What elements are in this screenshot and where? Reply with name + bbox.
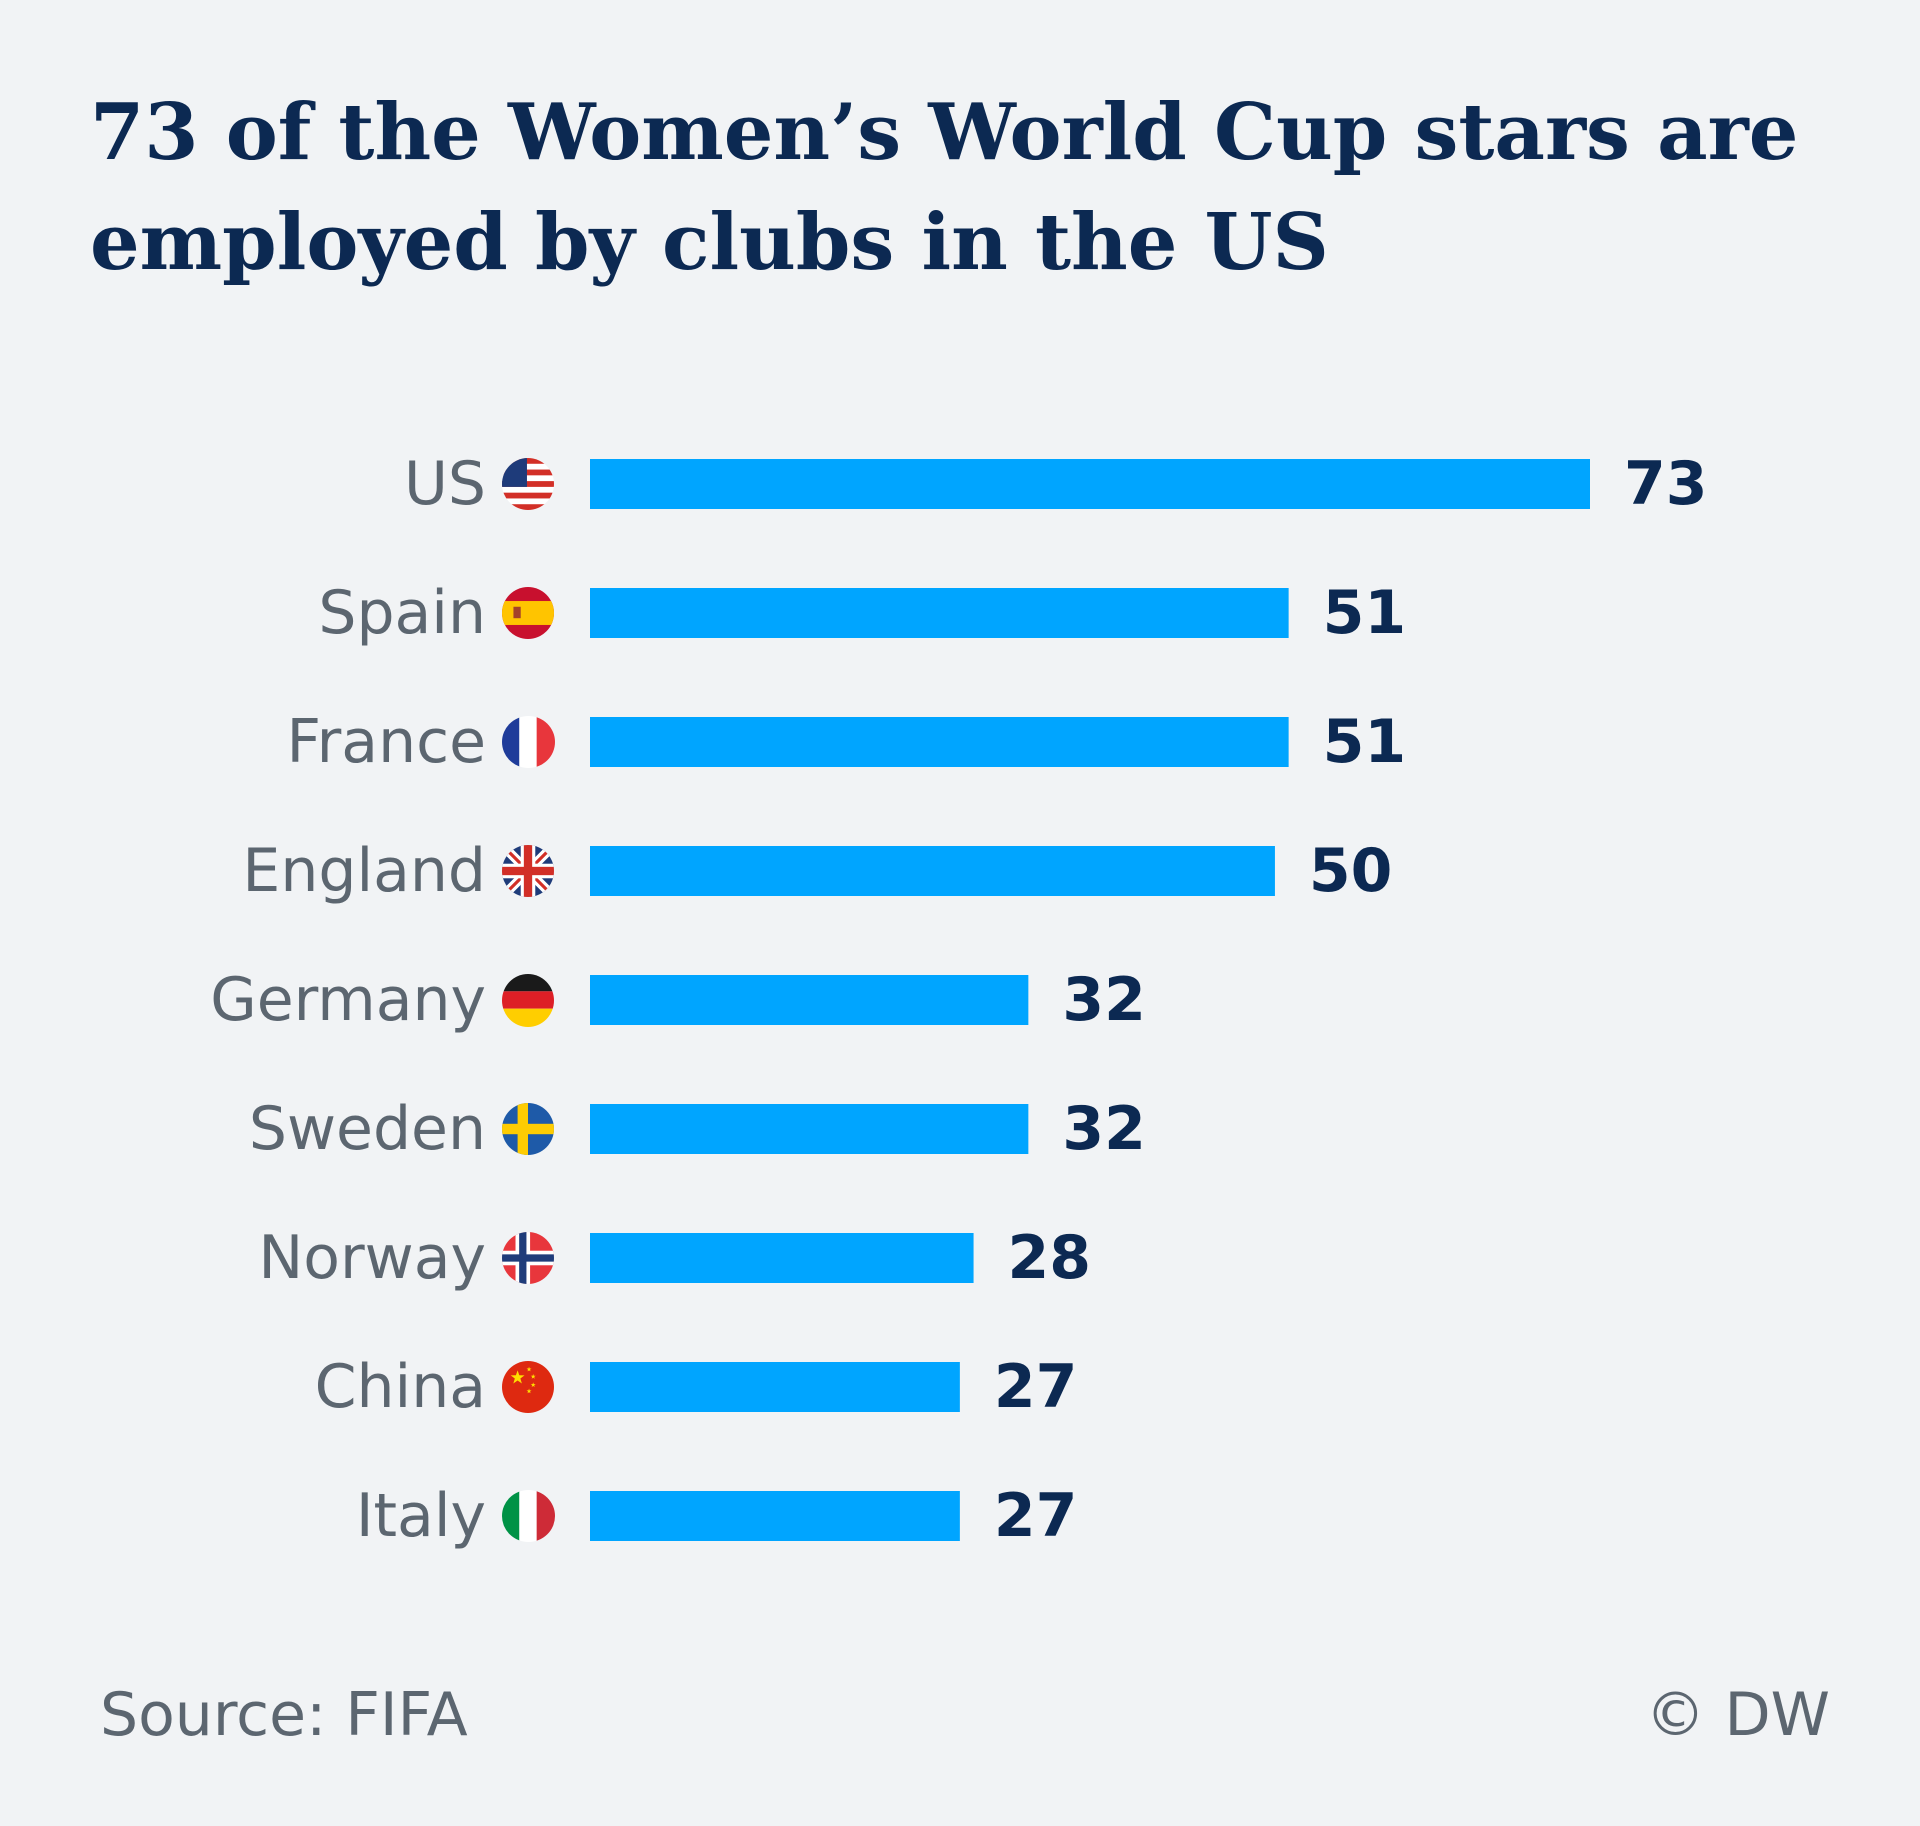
sweden-flag-icon xyxy=(502,1103,554,1155)
bar xyxy=(590,1104,1029,1154)
bar xyxy=(590,717,1289,767)
source-note: Source: FIFA xyxy=(100,1680,468,1750)
england-flag-icon xyxy=(502,845,554,897)
bar-row: US 73 xyxy=(404,449,1708,519)
value-label: 51 xyxy=(1323,578,1407,648)
norway-flag-icon xyxy=(502,1232,554,1284)
category-label: England xyxy=(242,836,486,906)
value-label: 51 xyxy=(1323,707,1407,777)
bar-row: England 50 xyxy=(242,836,1392,906)
bar xyxy=(590,1233,974,1283)
bar-row: Italy 27 xyxy=(356,1481,1078,1551)
bar-row: Germany 32 xyxy=(210,965,1146,1035)
category-label: China xyxy=(315,1352,486,1422)
bar-row: China 27 xyxy=(315,1352,1078,1422)
value-label: 32 xyxy=(1062,965,1146,1035)
category-label: US xyxy=(404,449,486,519)
bar-row: Spain 51 xyxy=(318,578,1406,648)
chart-title: 73 of the Women’s World Cup stars are em… xyxy=(90,87,1799,288)
italy-flag-icon xyxy=(502,1490,555,1542)
category-label: Norway xyxy=(258,1223,486,1293)
china-flag-icon xyxy=(502,1361,554,1413)
credit-note: © DW xyxy=(1645,1680,1830,1750)
value-label: 73 xyxy=(1624,449,1708,519)
value-label: 50 xyxy=(1309,836,1393,906)
spain-flag-icon xyxy=(502,587,554,639)
category-label: Italy xyxy=(356,1481,486,1551)
us-flag-icon xyxy=(502,458,554,510)
bar-row: France 51 xyxy=(286,707,1406,777)
germany-flag-icon xyxy=(502,974,554,1027)
value-label: 27 xyxy=(994,1481,1078,1551)
bar xyxy=(590,588,1289,638)
value-label: 27 xyxy=(994,1352,1078,1422)
bar xyxy=(590,1362,960,1412)
value-label: 32 xyxy=(1062,1094,1146,1164)
bar xyxy=(590,846,1275,896)
value-label: 28 xyxy=(1008,1223,1092,1293)
bar xyxy=(590,975,1029,1025)
france-flag-icon xyxy=(502,716,555,768)
bar xyxy=(590,1491,960,1541)
bar-row: Sweden 32 xyxy=(249,1094,1146,1164)
bar-row: Norway 28 xyxy=(258,1223,1091,1293)
bar xyxy=(590,459,1590,509)
category-label: Spain xyxy=(318,578,486,648)
category-label: Sweden xyxy=(249,1094,486,1164)
category-label: Germany xyxy=(210,965,486,1035)
category-label: France xyxy=(286,707,486,777)
